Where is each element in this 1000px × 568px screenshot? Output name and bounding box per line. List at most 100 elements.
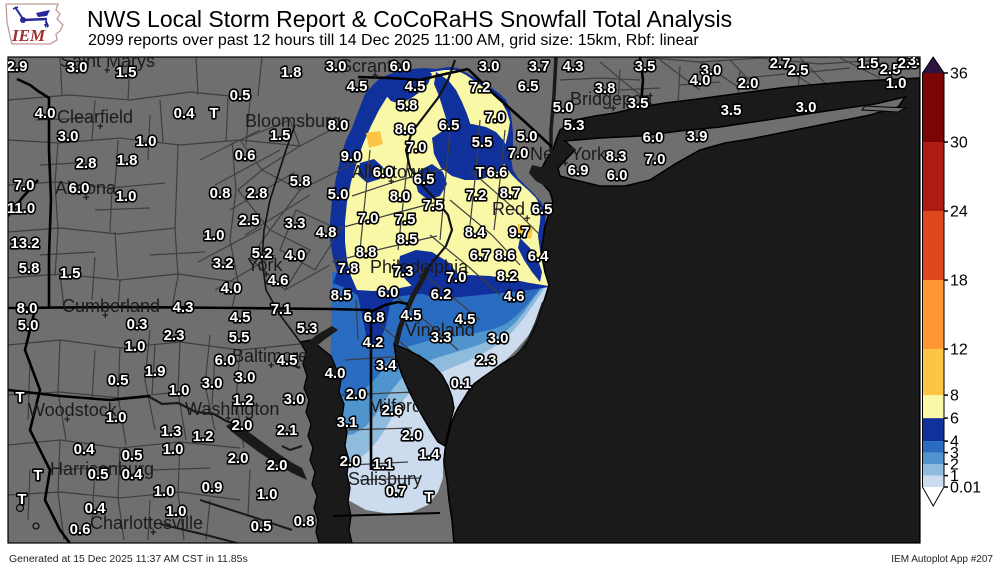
svg-text:8.0: 8.0: [390, 188, 411, 205]
svg-text:+: +: [396, 410, 402, 422]
svg-text:T: T: [15, 389, 24, 406]
svg-text:0.4: 0.4: [85, 500, 107, 517]
svg-text:5.0: 5.0: [553, 99, 574, 116]
svg-text:T: T: [475, 164, 484, 181]
svg-text:2.5: 2.5: [880, 61, 901, 78]
svg-text:8.2: 8.2: [497, 268, 518, 285]
svg-text:IEM: IEM: [11, 26, 46, 45]
svg-text:8: 8: [950, 388, 959, 405]
svg-text:Generated at 15 Dec 2025 11:37: Generated at 15 Dec 2025 11:37 AM CST in…: [9, 553, 248, 565]
svg-text:2.8: 2.8: [247, 185, 268, 202]
svg-text:3.1: 3.1: [337, 414, 358, 431]
svg-text:8.0: 8.0: [328, 117, 349, 134]
svg-text:+: +: [102, 310, 108, 322]
svg-text:Altoona: Altoona: [55, 178, 117, 198]
svg-text:+: +: [437, 334, 443, 346]
svg-text:IEM Autoplot App #207: IEM Autoplot App #207: [891, 554, 993, 565]
svg-text:3.5: 3.5: [908, 52, 929, 69]
svg-text:T: T: [17, 491, 26, 508]
svg-text:1.8: 1.8: [117, 152, 138, 169]
svg-text:3.0: 3.0: [326, 58, 347, 75]
svg-text:0.1: 0.1: [451, 375, 472, 392]
svg-text:5.0: 5.0: [18, 317, 39, 334]
svg-text:T: T: [209, 105, 218, 122]
svg-text:6.0: 6.0: [69, 180, 90, 197]
svg-text:2099 reports over past 12 hour: 2099 reports over past 12 hours till 14 …: [88, 32, 699, 49]
svg-text:+: +: [150, 527, 156, 539]
svg-text:8.7: 8.7: [500, 185, 521, 202]
svg-text:+: +: [524, 213, 530, 225]
svg-text:3.0: 3.0: [235, 369, 256, 386]
svg-text:7.2: 7.2: [466, 187, 487, 204]
svg-text:6.0: 6.0: [378, 284, 399, 301]
svg-text:4.6: 4.6: [504, 288, 525, 305]
svg-text:7.0: 7.0: [406, 139, 427, 156]
svg-text:York: York: [247, 255, 283, 275]
svg-text:Bloomsburg: Bloomsburg: [245, 111, 341, 131]
svg-text:2.6: 2.6: [382, 402, 403, 419]
svg-text:0.7: 0.7: [386, 483, 407, 500]
svg-text:1.0: 1.0: [106, 409, 127, 426]
svg-text:4.8: 4.8: [316, 224, 337, 241]
svg-text:6.4: 6.4: [528, 248, 550, 265]
svg-text:0.6: 0.6: [235, 147, 256, 164]
svg-text:Red Bank: Red Bank: [492, 199, 572, 219]
svg-text:T: T: [33, 467, 42, 484]
svg-text:2.0: 2.0: [267, 457, 288, 474]
svg-text:5.3: 5.3: [564, 117, 585, 134]
svg-text:+: +: [263, 269, 269, 281]
svg-text:2.8: 2.8: [76, 155, 97, 172]
svg-text:1.5: 1.5: [60, 265, 81, 282]
svg-text:2.3: 2.3: [164, 327, 185, 344]
svg-text:NWS Local Storm Report & CoCoR: NWS Local Storm Report & CoCoRaHS Snowfa…: [87, 6, 732, 32]
svg-text:4.3: 4.3: [173, 299, 194, 316]
svg-text:3.7: 3.7: [529, 58, 550, 75]
svg-text:5.0: 5.0: [328, 186, 349, 203]
svg-text:4.5: 4.5: [401, 307, 422, 324]
svg-text:7.0: 7.0: [358, 210, 379, 227]
svg-text:4.6: 4.6: [268, 272, 289, 289]
svg-text:5.5: 5.5: [472, 134, 493, 151]
svg-text:+: +: [225, 413, 231, 425]
svg-text:2.0: 2.0: [402, 427, 423, 444]
svg-text:4.5: 4.5: [347, 78, 368, 95]
svg-text:1.0: 1.0: [169, 382, 190, 399]
svg-text:7.5: 7.5: [395, 211, 416, 228]
svg-text:4.5: 4.5: [277, 352, 298, 369]
svg-text:4.5: 4.5: [230, 309, 251, 326]
svg-text:7.0: 7.0: [508, 145, 529, 162]
svg-text:Philadelphia: Philadelphia: [370, 257, 469, 277]
svg-text:12: 12: [950, 342, 968, 359]
svg-text:Charlottesville: Charlottesville: [90, 513, 203, 533]
svg-text:6.2: 6.2: [431, 286, 452, 303]
svg-text:6.5: 6.5: [414, 171, 435, 188]
svg-text:8.5: 8.5: [397, 231, 418, 248]
svg-text:2.5: 2.5: [788, 62, 809, 79]
svg-text:6.0: 6.0: [373, 164, 394, 181]
svg-text:36: 36: [950, 66, 968, 83]
svg-text:2: 2: [950, 457, 959, 474]
svg-text:9.0: 9.0: [341, 148, 362, 165]
svg-text:Bridgeport: Bridgeport: [570, 89, 653, 109]
svg-text:8.5: 8.5: [331, 287, 352, 304]
svg-text:3.3: 3.3: [431, 329, 452, 346]
svg-text:Cumberland: Cumberland: [62, 296, 160, 316]
svg-text:+: +: [83, 192, 89, 204]
svg-text:0.5: 0.5: [230, 87, 251, 104]
svg-text:1.5: 1.5: [858, 55, 879, 72]
svg-text:0.3: 0.3: [127, 316, 148, 333]
svg-text:Salisbury: Salisbury: [348, 469, 422, 489]
svg-text:2.9: 2.9: [7, 58, 28, 75]
svg-text:30: 30: [950, 135, 968, 152]
svg-text:7.0: 7.0: [485, 109, 506, 126]
svg-text:Woodstock: Woodstock: [28, 400, 118, 420]
svg-text:2.0: 2.0: [346, 386, 367, 403]
svg-text:4.0: 4.0: [285, 247, 306, 264]
svg-text:4: 4: [950, 434, 959, 451]
svg-text:3.4: 3.4: [376, 357, 398, 374]
svg-text:+: +: [104, 65, 110, 77]
svg-text:6.8: 6.8: [364, 309, 385, 326]
svg-text:1.8: 1.8: [281, 64, 302, 81]
svg-text:4.2: 4.2: [363, 334, 384, 351]
svg-text:3.5: 3.5: [635, 58, 656, 75]
